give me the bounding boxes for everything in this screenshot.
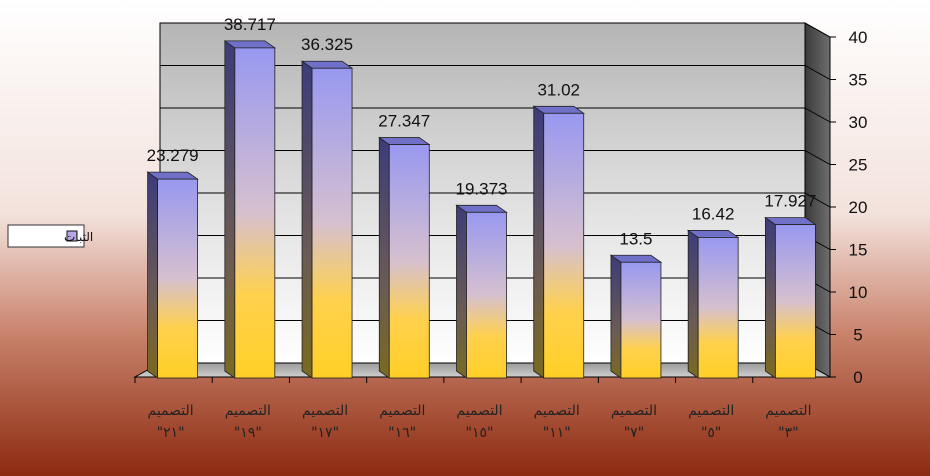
bar bbox=[311, 67, 353, 379]
x-tick-label: التصميم bbox=[611, 403, 657, 419]
bar bbox=[466, 211, 507, 379]
legend: الثبات bbox=[7, 224, 93, 248]
data-label: 23.279 bbox=[147, 146, 199, 165]
x-tick-label: التصميم bbox=[225, 403, 271, 419]
data-label: 13.5 bbox=[619, 229, 652, 248]
gridline-side bbox=[804, 192, 831, 208]
x-tick-label-number: "٧" bbox=[624, 425, 644, 441]
gridline-side bbox=[804, 107, 831, 123]
y-tick-label: 10 bbox=[849, 283, 868, 302]
bar-side bbox=[147, 171, 159, 379]
data-label: 36.325 bbox=[301, 35, 353, 54]
x-tick-label: التصميم bbox=[765, 403, 811, 419]
x-tick-label: التصميم bbox=[456, 403, 502, 419]
x-tick-label-number: "١١" bbox=[543, 425, 571, 441]
bar-side bbox=[610, 254, 622, 379]
gridline-side bbox=[804, 65, 831, 80]
y-tick-label: 40 bbox=[849, 28, 868, 47]
x-tick-label-number: "٣" bbox=[778, 425, 798, 441]
x-tick-label-number: "٥" bbox=[701, 425, 721, 441]
x-tick-label: التصميم bbox=[688, 403, 734, 419]
bar bbox=[697, 237, 739, 379]
y-tick-label: 0 bbox=[853, 368, 862, 387]
x-tick-label-number: "١٧" bbox=[311, 425, 339, 441]
x-tick-label: التصميم bbox=[534, 403, 580, 419]
data-label: 19.373 bbox=[456, 179, 508, 198]
gridline-side bbox=[804, 22, 831, 38]
bar-side bbox=[533, 105, 545, 379]
x-tick-label-number: "١٥" bbox=[466, 425, 494, 441]
bar-side bbox=[764, 216, 776, 379]
bar-side bbox=[224, 40, 236, 379]
y-tick-label: 15 bbox=[849, 241, 868, 260]
bar bbox=[620, 261, 662, 379]
y-tick-label: 5 bbox=[853, 326, 862, 345]
x-tick-label: التصميم bbox=[148, 403, 194, 419]
bar bbox=[388, 144, 430, 379]
bar bbox=[234, 47, 276, 379]
data-label: 38.717 bbox=[224, 15, 276, 34]
data-label: 16.42 bbox=[692, 204, 735, 223]
x-tick-label: التصميم bbox=[302, 403, 348, 419]
data-label: 31.02 bbox=[537, 80, 580, 99]
x-tick-label-number: "٢١" bbox=[157, 425, 185, 441]
y-tick-label: 25 bbox=[849, 156, 868, 175]
x-tick-label-number: "١٦" bbox=[388, 425, 416, 441]
bar-side bbox=[378, 136, 390, 379]
legend-swatch bbox=[66, 230, 78, 242]
plot-area: 0 5 10 15 20 25 30 35 40 23.279 التصميم "٢١" 38.717 ا… bbox=[133, 15, 868, 441]
bar bbox=[157, 178, 199, 379]
gridline-side bbox=[804, 150, 831, 165]
bar-side bbox=[301, 60, 313, 379]
bar bbox=[774, 224, 816, 379]
y-tick-label: 35 bbox=[849, 71, 868, 90]
bar-side bbox=[456, 204, 467, 379]
y-tick-label: 30 bbox=[849, 113, 868, 132]
legend-box bbox=[7, 224, 85, 248]
legend-label: الثبات bbox=[64, 230, 93, 244]
data-label: 17.927 bbox=[764, 192, 816, 211]
bar bbox=[543, 112, 585, 379]
y-tick-label: 20 bbox=[849, 198, 868, 217]
data-label: 27.347 bbox=[378, 112, 430, 131]
x-tick-label: التصميم bbox=[379, 403, 425, 419]
x-tick-label-number: "١٩" bbox=[234, 425, 262, 441]
bar-side bbox=[687, 229, 699, 379]
